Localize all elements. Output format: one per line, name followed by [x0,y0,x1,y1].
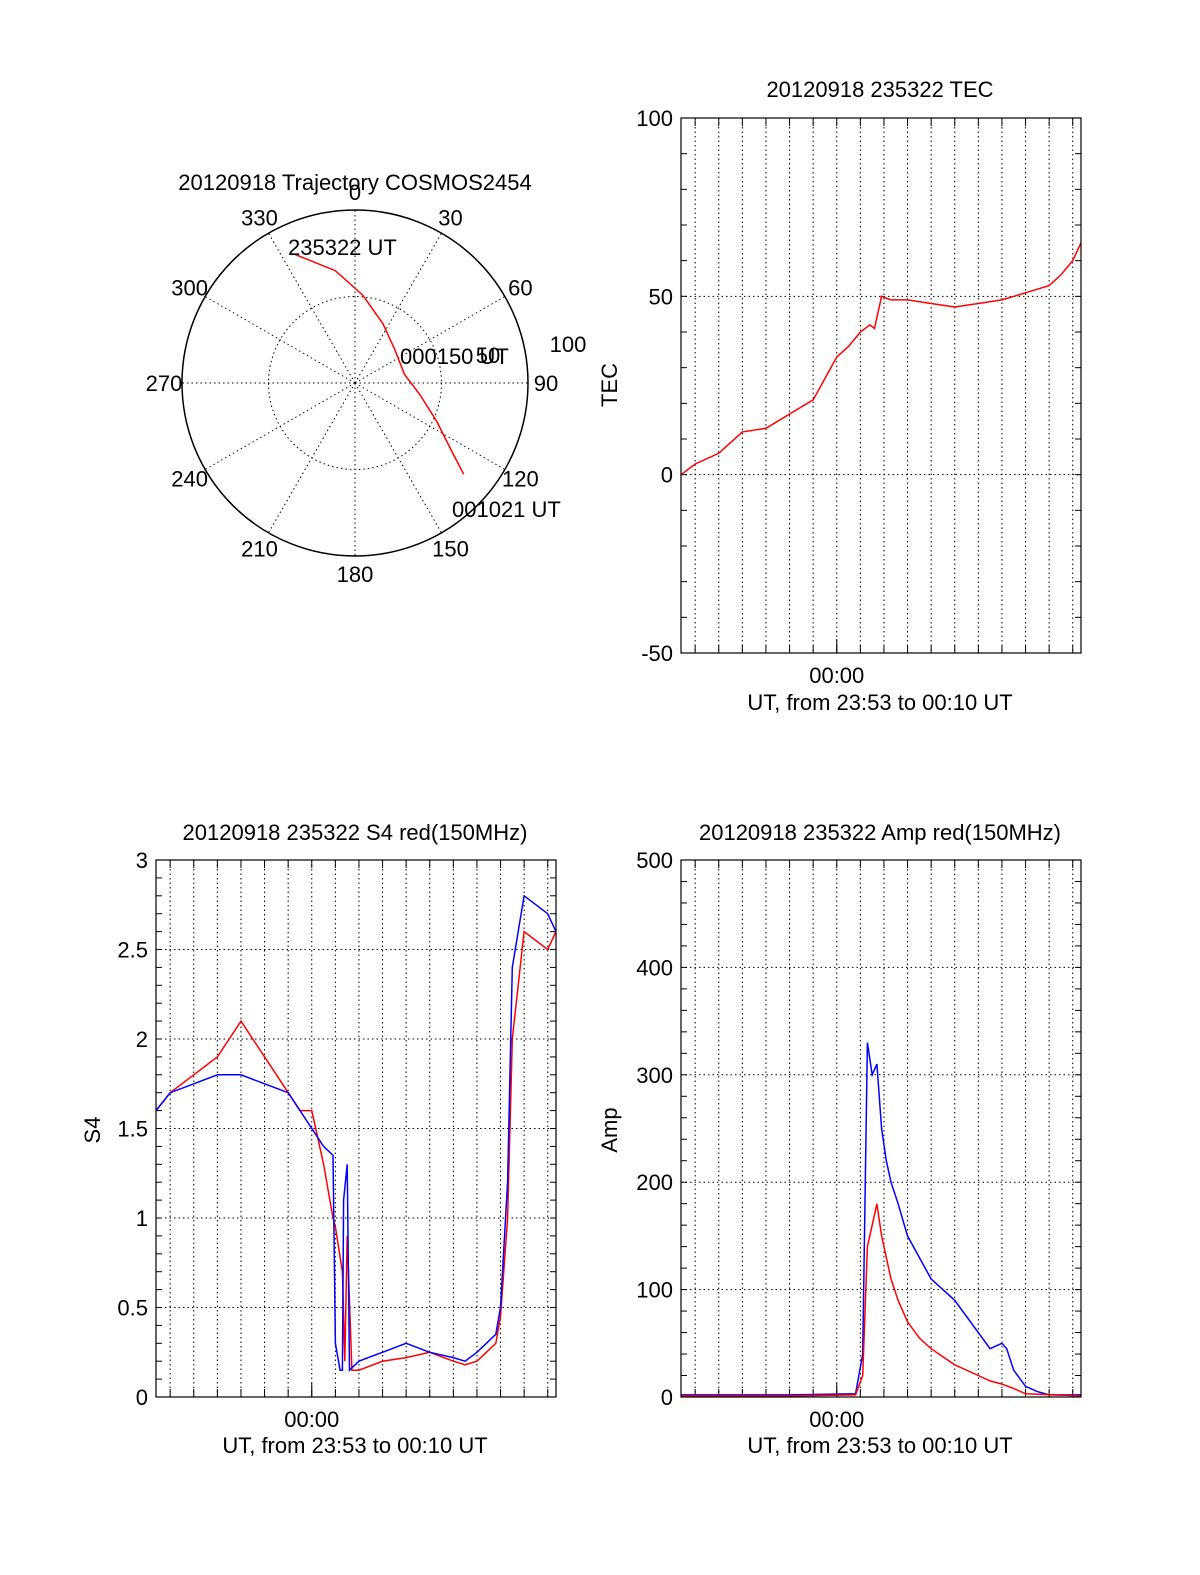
polar-grid-spoke [354,382,442,534]
polar-angle-label: 180 [337,562,374,587]
trajectory-end-annotation: 001021 UT [452,497,561,522]
y-tick-label: 500 [636,848,673,873]
x-axis-label: UT, from 23:53 to 00:10 UT [222,1433,487,1458]
polar-angle-label: 240 [171,467,208,492]
radial-tick-label: 50 [476,343,500,368]
y-tick-label: 1.5 [117,1117,148,1142]
polar-angle-label: 150 [432,536,469,561]
polar-grid-spoke [204,382,356,470]
polar-grid-spoke [268,232,356,384]
y-tick-label: -50 [641,641,673,666]
polar-grid-spoke [354,232,442,384]
trajectory-start-annotation: 235322 UT [288,235,397,260]
y-tick-label: 200 [636,1170,673,1195]
polar-grid-spoke [268,382,356,534]
series-line-red [155,930,557,1371]
polar-grid-spoke [354,296,506,384]
polar-series [294,253,465,475]
y-tick-label: 0 [661,1385,673,1410]
series-line-red [681,1203,1082,1397]
polar-angle-label: 210 [241,536,278,561]
y-axis-label: TEC [597,363,622,407]
y-tick-label: 0.5 [117,1296,148,1321]
chart-title: 20120918 Trajectory COSMOS2454 [178,170,531,195]
tec-chart: 20120918 235322 TEC TEC UT, from 23:53 t… [597,77,1082,715]
polar-angle-label: 0 [349,180,361,205]
polar-angle-label: 270 [146,371,183,396]
polar-angle-labels: 0 30 60 90 120 150 180 210 240 270 300 330 [146,180,559,587]
plot-frame [680,859,1082,1398]
y-tick-label: 0 [661,463,673,488]
chart-title: 20120918 235322 S4 red(150MHz) [183,820,528,845]
y-tick-label: 0 [136,1385,148,1410]
series-line-blue [681,1042,1081,1396]
series-line-blue [155,894,557,1372]
y-axis-label: S4 [80,1117,105,1144]
polar-angle-label: 120 [502,467,539,492]
series-line-red [680,242,1082,476]
amp-chart: 20120918 235322 Amp red(150MHz) Amp UT, … [597,820,1082,1458]
polar-grid-spoke [354,382,506,470]
polar-grid [181,209,529,557]
trajectory-polar-chart: 20120918 Trajectory COSMOS2454 0 30 60 90 12… [146,170,587,587]
chart-title: 20120918 235322 TEC [766,77,993,102]
y-tick-label: 300 [636,1063,673,1088]
trajectory-line [294,253,465,475]
y-axis-label: Amp [597,1107,622,1152]
y-tick-label: 2.5 [117,938,148,963]
x-tick-label: 00:00 [284,1407,339,1432]
x-tick-label: 00:00 [809,1407,864,1432]
polar-outer-circle [181,209,529,557]
radial-tick-label: 100 [550,332,587,357]
trajectory-mid-annotation: 000150 UT [400,344,509,369]
plot-frame [680,117,1082,654]
y-tick-label: 400 [636,955,673,980]
polar-grid-spoke [204,296,356,384]
s4-chart: 20120918 235322 S4 red(150MHz) S4 UT, fr… [80,820,557,1458]
polar-angle-label: 330 [241,206,278,231]
polar-angle-label: 90 [534,371,558,396]
y-tick-label: 100 [636,106,673,131]
y-tick-label: 100 [636,1278,673,1303]
polar-angle-label: 60 [508,276,532,301]
chart-title: 20120918 235322 Amp red(150MHz) [699,820,1061,845]
y-tick-label: 2 [136,1027,148,1052]
y-tick-label: 3 [136,848,148,873]
x-axis-label: UT, from 23:53 to 00:10 UT [747,690,1012,715]
y-tick-label: 50 [649,284,673,309]
polar-angle-label: 300 [171,276,208,301]
x-axis-label: UT, from 23:53 to 00:10 UT [747,1433,1012,1458]
polar-angle-label: 30 [438,206,462,231]
x-tick-label: 00:00 [809,663,864,688]
plot-frame [155,859,557,1398]
y-tick-label: 1 [136,1206,148,1231]
